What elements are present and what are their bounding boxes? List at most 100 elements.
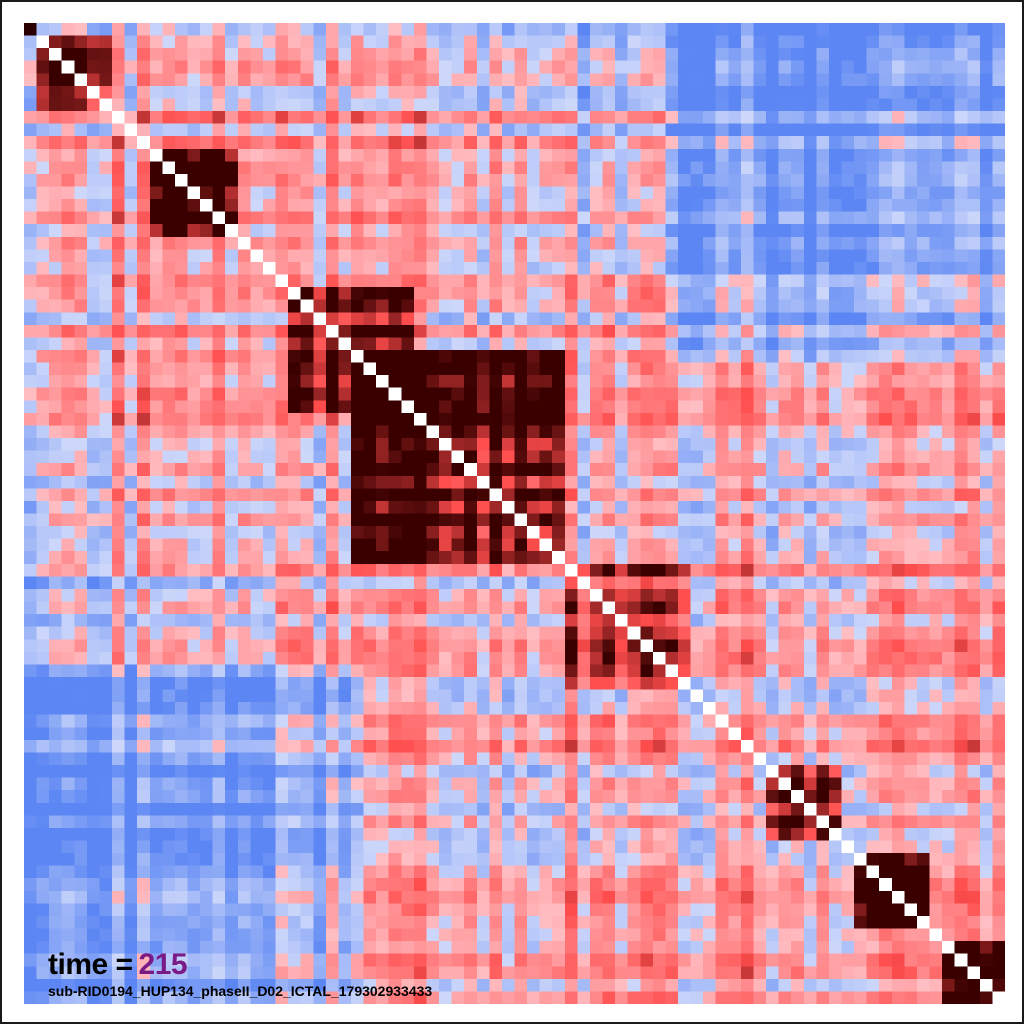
heatmap-cell [942, 261, 956, 276]
heatmap-cell [640, 48, 654, 62]
heatmap-cell [338, 98, 352, 112]
heatmap-cell [577, 375, 591, 389]
heatmap-cell [992, 639, 1005, 653]
heatmap-cell [426, 161, 440, 175]
heatmap-cell [539, 98, 553, 112]
heatmap-cell [891, 765, 905, 779]
heatmap-cell [49, 526, 63, 540]
heatmap-cell [828, 211, 843, 225]
heatmap-cell [225, 727, 239, 741]
heatmap-cell [552, 677, 566, 691]
heatmap-cell [338, 626, 352, 640]
heatmap-cell [627, 85, 641, 100]
heatmap-cell [854, 412, 868, 427]
heatmap-cell [351, 425, 365, 439]
heatmap-cell [49, 551, 63, 565]
heatmap-cell [803, 299, 817, 313]
heatmap-cell [250, 362, 264, 376]
heatmap-cell [388, 438, 402, 452]
heatmap-cell [527, 450, 541, 464]
heatmap-cell [778, 739, 792, 754]
heatmap-cell [149, 765, 163, 779]
heatmap-cell [476, 450, 490, 464]
heatmap-cell [212, 400, 226, 414]
heatmap-cell [803, 337, 817, 351]
heatmap-cell [137, 551, 151, 565]
heatmap-cell [476, 261, 490, 276]
heatmap-cell [615, 362, 629, 376]
heatmap-cell [954, 249, 968, 263]
heatmap-cell [99, 111, 113, 125]
heatmap-cell [325, 777, 340, 791]
heatmap-cell [489, 727, 503, 741]
heatmap-cell [589, 324, 604, 339]
heatmap-cell [753, 173, 767, 188]
heatmap-cell [363, 450, 377, 464]
heatmap-cell [426, 500, 440, 515]
heatmap-cell [212, 48, 226, 62]
heatmap-cell [866, 588, 880, 603]
heatmap-cell [690, 400, 704, 414]
heatmap-cell [916, 387, 931, 401]
heatmap-cell [992, 85, 1005, 100]
heatmap-cell [451, 614, 465, 628]
heatmap-cell [715, 513, 729, 527]
heatmap-cell [237, 48, 251, 62]
heatmap-cell [527, 73, 541, 87]
heatmap-cell [212, 576, 226, 590]
heatmap-cell [665, 425, 679, 439]
heatmap-cell [665, 777, 679, 791]
heatmap-cell [439, 563, 453, 577]
heatmap-cell [828, 324, 843, 339]
heatmap-cell [778, 626, 792, 640]
heatmap-cell [187, 375, 201, 389]
heatmap-cell [49, 324, 63, 339]
heatmap-cell [589, 626, 604, 640]
heatmap-cell [539, 412, 553, 427]
heatmap-cell [539, 475, 553, 489]
heatmap-cell [979, 236, 994, 250]
heatmap-cell [879, 450, 893, 464]
heatmap-cell [325, 513, 340, 527]
heatmap-diagonal-cell [49, 48, 63, 62]
heatmap-cell [678, 526, 692, 540]
heatmap-cell [791, 123, 805, 137]
heatmap-cell [942, 60, 956, 74]
heatmap-cell [627, 739, 641, 754]
heatmap-cell [36, 538, 50, 552]
heatmap-cell [904, 211, 918, 225]
heatmap-cell [577, 551, 591, 565]
heatmap-cell [854, 261, 868, 276]
heatmap-cell [665, 48, 679, 62]
heatmap-cell [552, 664, 566, 678]
heatmap-cell [627, 224, 641, 238]
heatmap-cell [262, 500, 277, 515]
heatmap-cell [300, 714, 314, 728]
heatmap-cell [627, 651, 641, 666]
heatmap-cell [992, 702, 1005, 716]
heatmap-cell [363, 136, 377, 150]
heatmap-cell [86, 815, 101, 829]
heatmap-cell [678, 601, 692, 615]
heatmap-cell [401, 73, 415, 87]
heatmap-cell [514, 312, 528, 326]
heatmap-cell [501, 123, 516, 137]
heatmap-cell [275, 161, 289, 175]
heatmap-cell [552, 475, 566, 489]
heatmap-cell [879, 161, 893, 175]
heatmap-cell [464, 48, 478, 62]
heatmap-cell [489, 224, 503, 238]
heatmap-cell [891, 98, 905, 112]
heatmap-cell [489, 538, 503, 552]
heatmap-cell [929, 400, 943, 414]
heatmap-cell [791, 450, 805, 464]
heatmap-cell [514, 438, 528, 452]
heatmap-cell [187, 148, 201, 162]
heatmap-cell [992, 199, 1005, 213]
heatmap-cell [262, 60, 277, 74]
heatmap-cell [338, 714, 352, 728]
heatmap-cell [841, 60, 855, 74]
heatmap-cell [854, 576, 868, 590]
heatmap-cell [954, 48, 968, 62]
heatmap-cell [313, 639, 327, 653]
